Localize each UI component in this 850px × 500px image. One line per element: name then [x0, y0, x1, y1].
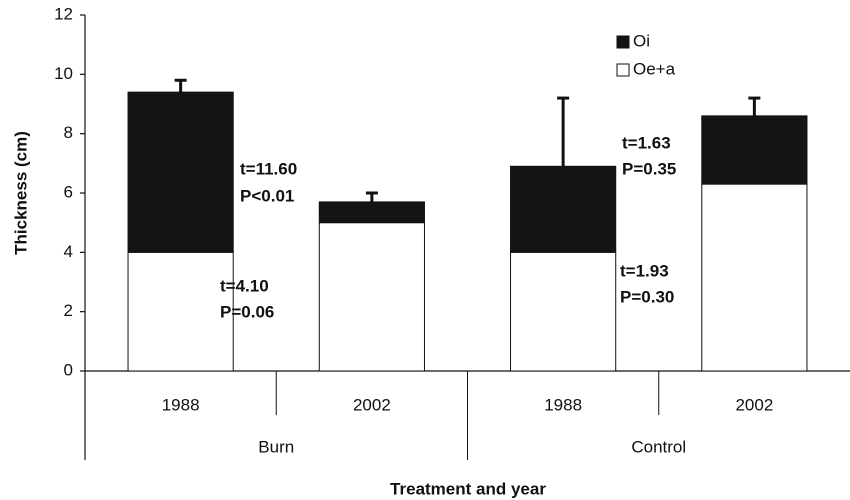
bar-segment [701, 183, 808, 372]
annotation: P<0.01 [240, 186, 294, 205]
bar-segment [318, 201, 425, 224]
legend-swatch [616, 63, 630, 77]
bar-segment [510, 251, 617, 372]
annotation: t=1.93 [620, 261, 669, 280]
bar-segment [127, 91, 234, 253]
y-tick-label: 6 [64, 182, 73, 201]
annotation: P=0.30 [620, 287, 674, 306]
y-axis-title: Thickness (cm) [11, 131, 30, 255]
x-tick-label: 1988 [162, 395, 200, 414]
x-tick-label: 2002 [735, 395, 773, 414]
y-tick-label: 4 [64, 242, 73, 261]
group-label: Burn [258, 437, 294, 456]
annotation: P=0.35 [622, 159, 676, 178]
y-tick-label: 0 [64, 360, 73, 379]
y-tick-label: 8 [64, 123, 73, 142]
annotation: t=1.63 [622, 133, 671, 152]
y-tick-label: 10 [54, 64, 73, 83]
bar-segment [701, 115, 808, 185]
annotation: P=0.06 [220, 302, 274, 321]
x-tick-label: 2002 [353, 395, 391, 414]
y-tick-label: 2 [64, 301, 73, 320]
bar-segment [127, 251, 234, 372]
legend-label: Oe+a [633, 59, 676, 78]
y-tick-label: 12 [54, 4, 73, 23]
x-axis-title: Treatment and year [390, 479, 546, 498]
legend-label: Oi [633, 31, 650, 50]
bar-segment [510, 165, 617, 253]
annotation: t=4.10 [220, 276, 269, 295]
annotation: t=11.60 [240, 159, 297, 178]
bar-segment [318, 222, 425, 372]
group-label: Control [631, 437, 686, 456]
x-tick-label: 1988 [544, 395, 582, 414]
legend-swatch [616, 35, 630, 49]
